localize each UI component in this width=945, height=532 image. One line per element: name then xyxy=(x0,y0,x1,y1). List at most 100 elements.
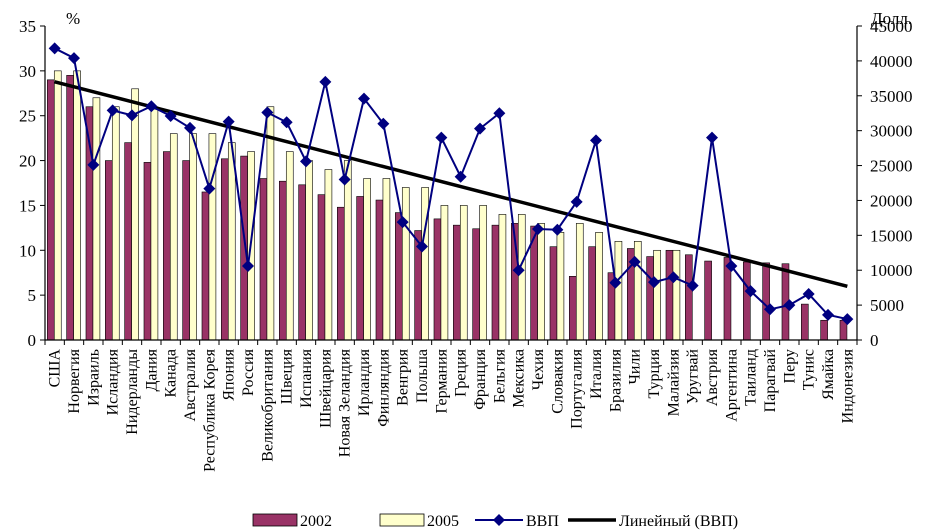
category-label: Словакия xyxy=(549,348,566,413)
legend-label: Линейный (ВВП) xyxy=(619,513,738,530)
bar-2005 xyxy=(111,106,120,341)
bar-2005 xyxy=(363,178,371,341)
bar-2005 xyxy=(189,133,197,341)
gdp-point xyxy=(261,106,274,119)
category-label: Португалия xyxy=(569,348,586,428)
bar-2002 xyxy=(549,246,558,341)
gdp-point xyxy=(203,182,216,195)
bar-2005 xyxy=(537,223,545,341)
bar-2002 xyxy=(317,194,326,341)
category-label: Республика Корея xyxy=(201,348,218,472)
gdp-point xyxy=(512,264,525,277)
bar-2005 xyxy=(614,241,623,341)
bar-2002 xyxy=(279,180,287,341)
gdp-point xyxy=(725,260,738,273)
bar-2002 xyxy=(201,191,210,341)
category-label: Нидерланды xyxy=(124,349,141,435)
bar-2005 xyxy=(285,151,294,341)
category-label: Испания xyxy=(298,348,315,407)
bar-2002 xyxy=(801,303,809,341)
right-tick-label: 40000 xyxy=(870,52,913,71)
gdp-point xyxy=(435,131,448,144)
category-label: Греция xyxy=(453,348,470,396)
category-label: Бельгия xyxy=(491,348,508,403)
left-tick-label: 0 xyxy=(28,331,37,350)
bar-2005 xyxy=(266,106,275,341)
category-label: Италия xyxy=(588,348,605,399)
gdp-point xyxy=(493,107,506,120)
gdp-point xyxy=(532,223,544,236)
category-label: Германия xyxy=(433,348,450,413)
category-label: Малайзия xyxy=(665,348,682,416)
category-label: Норвегия xyxy=(66,348,83,413)
category-label: Швейцария xyxy=(317,348,334,427)
gdp-point xyxy=(68,52,80,65)
category-label: Мексика xyxy=(511,349,528,408)
category-label: Бразилия xyxy=(607,348,624,412)
bar-2005 xyxy=(227,142,236,341)
bar-2002 xyxy=(685,254,693,341)
bar-2002 xyxy=(375,199,384,341)
category-label: Турция xyxy=(646,348,663,398)
category-label: Канада xyxy=(163,349,180,397)
gdp-point xyxy=(280,116,293,129)
category-label: Аргентина xyxy=(723,349,740,422)
bar-2005 xyxy=(131,88,139,341)
bar-2005 xyxy=(633,241,642,341)
category-label: Финляндия xyxy=(375,348,392,426)
category-label: Исландия xyxy=(105,348,122,415)
gdp-point xyxy=(106,104,119,117)
right-tick-label: 45000 xyxy=(870,17,913,36)
bar-series-group xyxy=(47,70,848,341)
left-tick-label: 15 xyxy=(19,196,36,215)
category-label: Франция xyxy=(472,348,489,409)
gdp-point xyxy=(126,109,138,122)
right-tick-label: 35000 xyxy=(870,87,913,106)
gdp-point xyxy=(628,255,641,268)
category-label: Швеция xyxy=(279,348,296,404)
bar-2002 xyxy=(143,162,152,341)
category-label: Перу xyxy=(781,349,798,383)
category-labels-group: США Норвегия Израиль Исландия Нидерланды Дани… xyxy=(47,348,857,472)
bar-2005 xyxy=(53,70,62,341)
bar-2005 xyxy=(73,70,81,341)
gdp-point xyxy=(783,299,796,312)
bar-2002 xyxy=(704,260,712,341)
category-label: Польша xyxy=(414,349,431,403)
bar-2002 xyxy=(105,160,113,341)
gdp-point xyxy=(841,313,854,326)
bar-2005 xyxy=(595,232,603,341)
bar-2005 xyxy=(653,249,661,341)
bar-2005 xyxy=(440,205,449,341)
bar-2002 xyxy=(569,276,577,341)
gdp-point xyxy=(454,170,467,183)
category-label: Великобритания xyxy=(259,348,276,461)
bar-2002 xyxy=(66,75,74,341)
gdp-point xyxy=(145,100,158,113)
category-label: Таиланд xyxy=(743,349,760,406)
bar-2002 xyxy=(47,79,55,341)
category-label: Новая Зеландия xyxy=(337,348,354,457)
bar-2005 xyxy=(305,160,313,341)
left-axis-unit: % xyxy=(66,9,80,28)
gdp-point xyxy=(648,276,660,289)
bar-2002 xyxy=(163,151,171,341)
bar-2002 xyxy=(491,224,500,341)
gdp-point xyxy=(744,285,757,298)
right-tick-label: 0 xyxy=(870,331,879,350)
gdp-point xyxy=(300,155,312,168)
left-tick-label: 5 xyxy=(28,286,37,305)
bar-2005 xyxy=(479,205,487,341)
gdp-point xyxy=(686,279,699,292)
legend-swatch-gdp-marker xyxy=(493,514,505,526)
bar-2002 xyxy=(298,184,306,341)
bar-2005 xyxy=(382,178,391,341)
axes-group: 0 5 10 15 20 25 30 35 0 5000 10000 15000 20000 25000 3… xyxy=(19,17,913,350)
category-label: Япония xyxy=(221,348,238,400)
gdp-point xyxy=(338,173,351,186)
gdp-point xyxy=(706,131,718,144)
bar-2005 xyxy=(150,106,159,341)
bar-2002 xyxy=(588,246,596,341)
category-label: Уругвай xyxy=(685,349,702,405)
left-tick-label: 25 xyxy=(19,107,36,126)
